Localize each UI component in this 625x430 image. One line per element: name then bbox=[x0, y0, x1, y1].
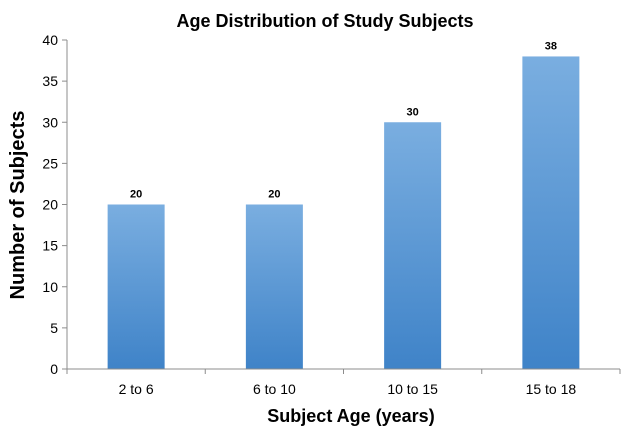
bar-3 bbox=[384, 122, 442, 369]
bar-1 bbox=[107, 204, 165, 369]
y-tick-label: 35 bbox=[42, 73, 58, 89]
x-tick-label: 2 to 6 bbox=[119, 381, 154, 397]
data-label: 20 bbox=[268, 189, 280, 201]
data-label: 30 bbox=[407, 106, 419, 118]
y-axis-ticks: 0 5 10 15 20 25 30 35 40 bbox=[42, 32, 67, 377]
chart-title: Age Distribution of Study Subjects bbox=[176, 11, 473, 31]
y-axis-title: Number of Subjects bbox=[7, 111, 29, 300]
y-tick-label: 5 bbox=[50, 320, 58, 336]
bar-4 bbox=[522, 56, 580, 369]
y-tick-label: 30 bbox=[42, 114, 58, 130]
bars bbox=[107, 56, 580, 369]
y-tick-label: 10 bbox=[42, 279, 58, 295]
y-tick-label: 15 bbox=[42, 238, 58, 254]
x-tick-label: 15 to 18 bbox=[526, 381, 577, 397]
data-label: 38 bbox=[545, 40, 557, 52]
data-labels: 20 20 30 38 bbox=[130, 40, 557, 200]
y-tick-label: 40 bbox=[42, 32, 58, 48]
y-tick-label: 25 bbox=[42, 155, 58, 171]
x-tick-label: 6 to 10 bbox=[253, 381, 296, 397]
y-tick-label: 20 bbox=[42, 197, 58, 213]
bar-2 bbox=[245, 204, 303, 369]
x-axis-title: Subject Age (years) bbox=[267, 406, 434, 426]
y-tick-label: 0 bbox=[50, 361, 58, 377]
data-label: 20 bbox=[130, 189, 142, 201]
x-axis-ticks: 2 to 6 6 to 10 10 to 15 15 to 18 bbox=[66, 369, 621, 397]
x-tick-label: 10 to 15 bbox=[387, 381, 438, 397]
